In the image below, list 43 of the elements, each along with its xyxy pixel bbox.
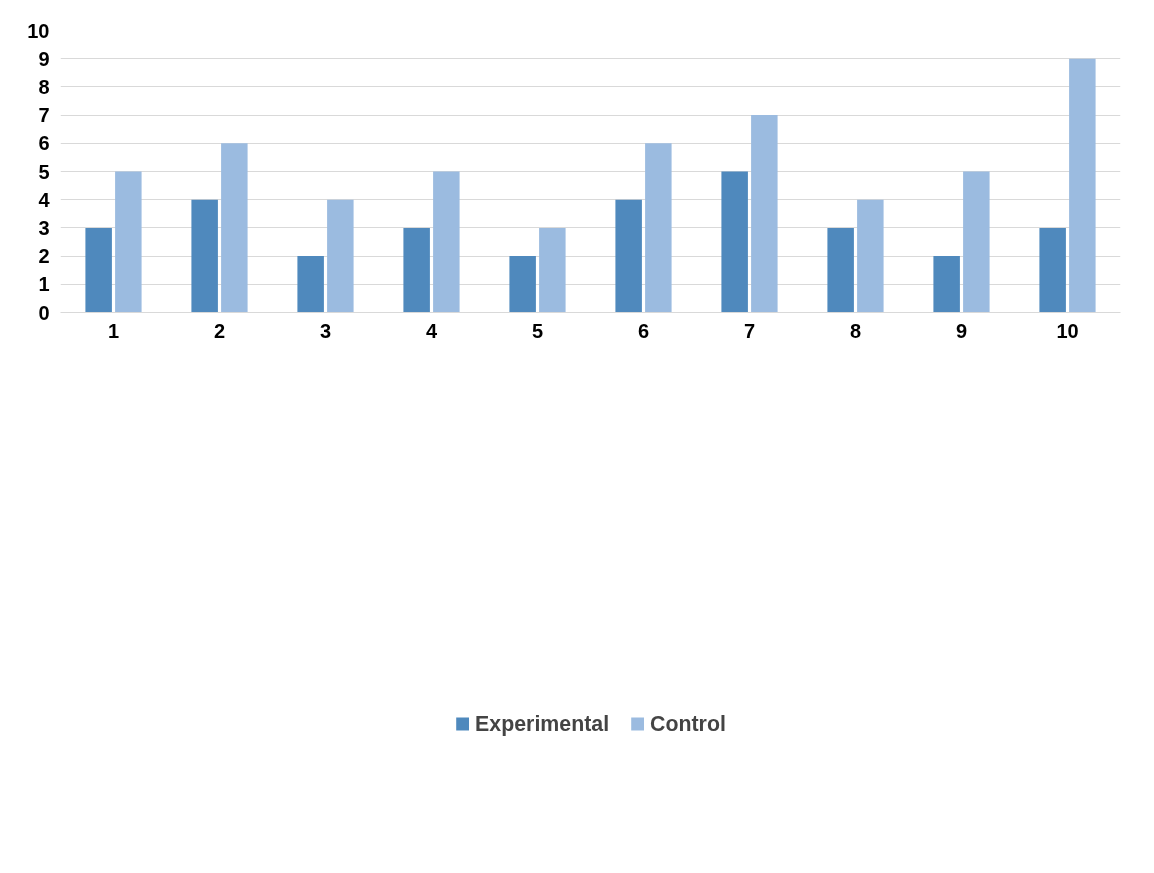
x-tick-label: 1	[107, 319, 120, 342]
x-tick-label: 8	[849, 319, 862, 342]
y-tick-label: 4	[38, 188, 51, 211]
bar	[827, 227, 854, 313]
bar	[191, 199, 218, 313]
bar	[963, 171, 990, 313]
bar	[751, 115, 778, 313]
x-tick-label: 4	[425, 319, 438, 342]
x-tick-label: 5	[531, 319, 544, 342]
bar	[721, 171, 748, 313]
bar	[1039, 227, 1066, 313]
x-tick-label: 10	[1056, 319, 1079, 342]
bar	[433, 171, 460, 313]
y-tick-label: 9	[38, 47, 50, 70]
bar	[403, 227, 430, 313]
y-tick-label: 10	[27, 19, 50, 42]
bar	[645, 143, 672, 313]
bar	[1069, 58, 1096, 313]
y-tick-label: 5	[38, 160, 50, 183]
bar	[933, 256, 960, 313]
x-tick-label: 3	[319, 319, 332, 342]
y-tick-label: 0	[38, 301, 50, 324]
bar	[221, 143, 248, 313]
bar	[539, 227, 566, 313]
x-tick-label: 6	[637, 319, 650, 342]
x-tick-label: 9	[955, 319, 968, 342]
y-tick-label: 1	[38, 273, 50, 296]
bar	[85, 227, 112, 313]
legend-label: Control	[650, 711, 726, 737]
bar	[615, 199, 642, 313]
x-tick-label: 7	[743, 319, 756, 342]
y-tick-label: 8	[38, 75, 50, 98]
y-tick-label: 6	[38, 132, 50, 155]
y-tick-label: 3	[38, 216, 50, 239]
x-tick-label: 2	[213, 319, 226, 342]
y-tick-label: 2	[38, 245, 50, 268]
bar	[509, 256, 536, 313]
legend-label: Experimental	[475, 711, 610, 737]
bar	[297, 256, 324, 313]
bar	[115, 171, 142, 313]
bar	[327, 199, 354, 313]
bar	[857, 199, 884, 313]
y-tick-label: 7	[38, 104, 50, 127]
